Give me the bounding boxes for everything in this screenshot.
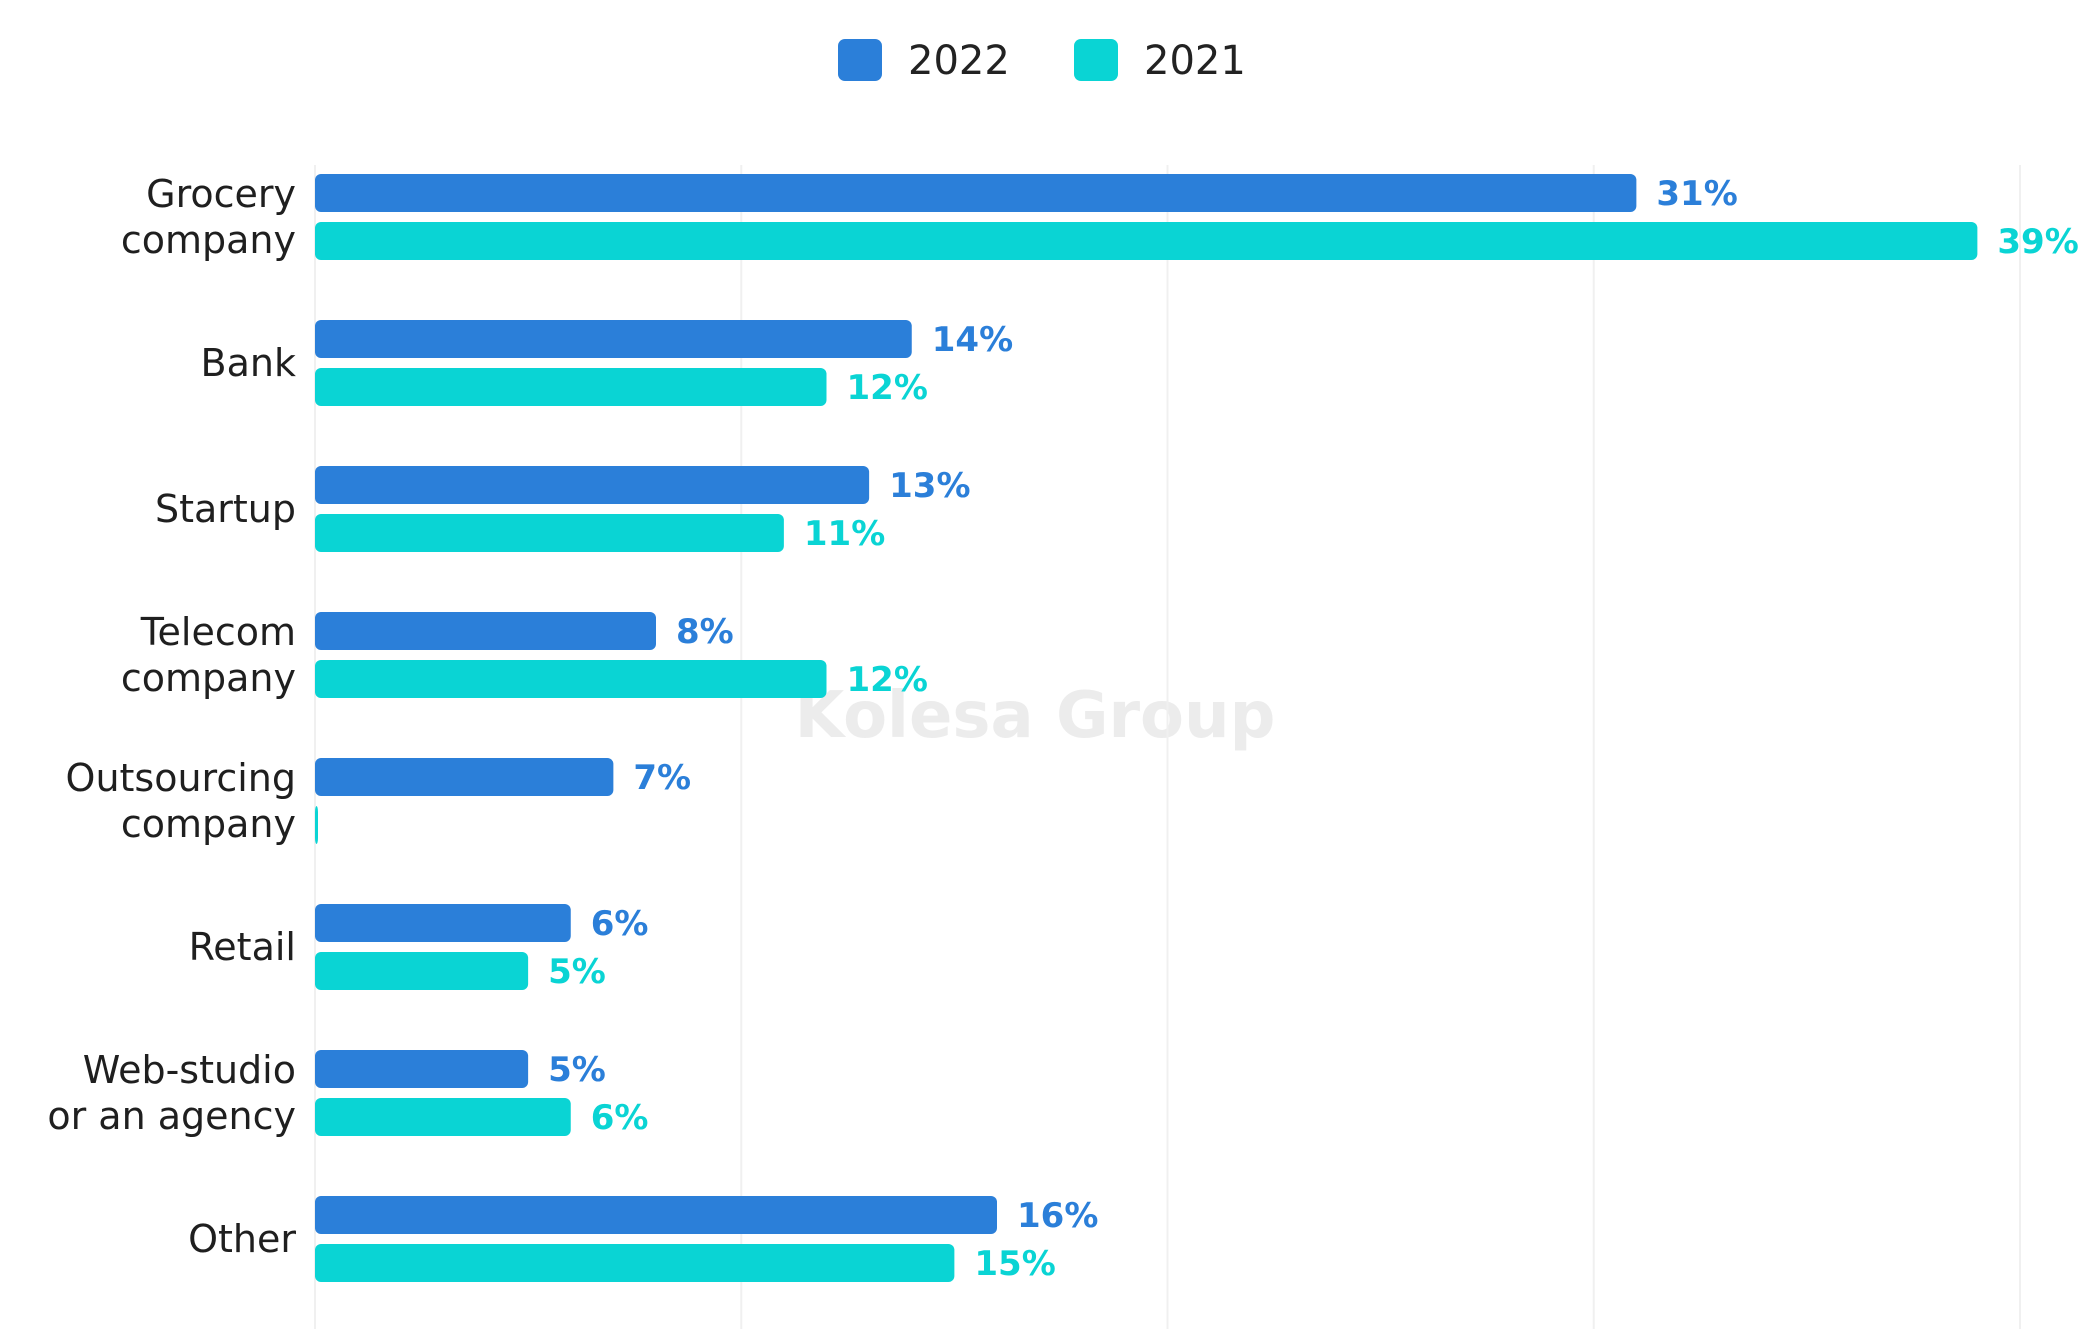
category-label: Retail [189,925,296,969]
value-label-2022: 16% [1017,1196,1098,1236]
bar-2022 [315,466,870,504]
value-label-2021: 5% [548,952,606,992]
category-label: Outsourcing company [66,756,296,846]
bar-2021 [315,1098,571,1136]
value-label-2021: 6% [591,1098,649,1138]
category-label-line: or an agency [47,1094,296,1138]
bar-2022 [315,1050,529,1088]
category-label-line: Retail [189,925,296,969]
value-label-2022: 7% [633,758,691,798]
legend-swatch-2021 [1074,39,1118,81]
watermark: Kolesa Group [795,679,1276,753]
category-label-line: company [121,218,296,262]
category-label: Grocery company [121,172,296,262]
category-label-line: company [121,802,296,846]
category-label-line: Outsourcing [66,756,296,800]
value-label-2021: 39% [1997,222,2078,262]
category-label: Web-studio or an agency [47,1048,296,1138]
value-label-2021: 12% [847,368,928,408]
legend-swatch-2022 [838,39,882,81]
bar-2022 [315,320,912,358]
category-label: Telecom company [121,610,296,700]
value-label-2021: 15% [974,1244,1055,1284]
category-label-line: Telecom [140,610,296,654]
bar-2022 [315,174,1637,212]
bar-2021 [315,952,529,990]
bar-2021 [315,1244,955,1282]
category-label-line: company [121,656,296,700]
value-label-2021: 11% [804,514,885,554]
bar-2021 [315,660,827,698]
value-label-2022: 14% [932,320,1013,360]
value-label-2022: 5% [548,1050,606,1090]
value-label-2022: 8% [676,612,734,652]
bar-2022 [315,1196,997,1234]
bar-2022 [315,612,656,650]
legend-label-2022: 2022 [908,38,1010,84]
value-label-2021: 12% [847,660,928,700]
category-label-line: Other [188,1217,296,1261]
category-label-line: Bank [201,341,296,385]
category-label: Other [188,1217,296,1261]
category-label: Startup [155,487,296,531]
legend-label-2021: 2021 [1144,38,1246,84]
bar-2021 [315,806,318,844]
bar-2021 [315,368,827,406]
category-label: Bank [201,341,296,385]
category-label-line: Web-studio [83,1048,296,1092]
category-label-line: Grocery [146,172,296,216]
bar-2022 [315,904,571,942]
bar-2022 [315,758,614,796]
value-label-2022: 6% [591,904,649,944]
category-label-line: Startup [155,487,296,531]
value-label-2022: 13% [889,466,970,506]
bar-2021 [315,222,1978,260]
bar-2021 [315,514,784,552]
value-label-2022: 31% [1656,174,1737,214]
